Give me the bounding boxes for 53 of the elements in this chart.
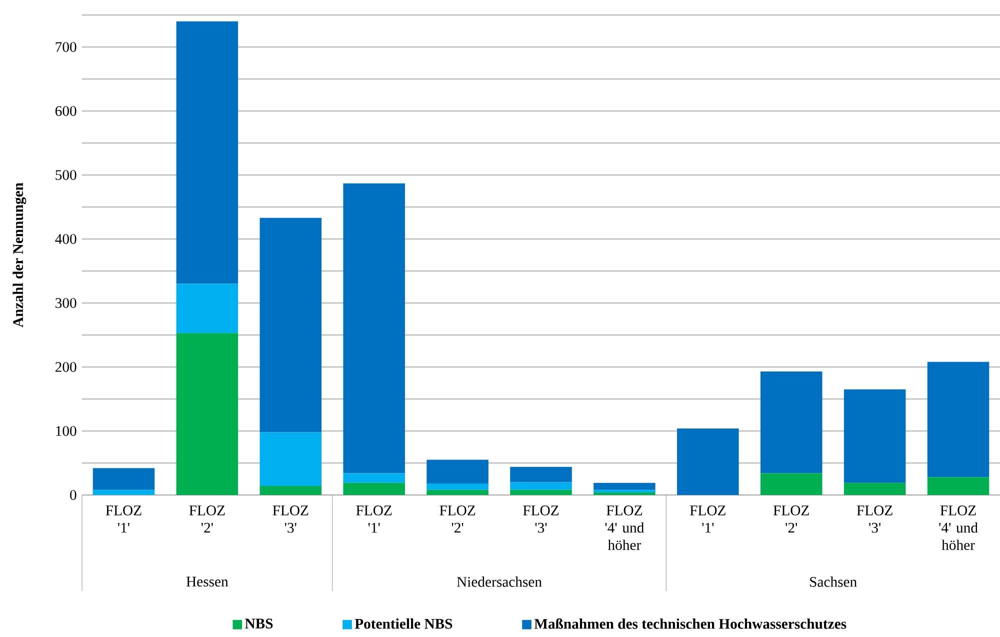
x-tick-label: FLOZ '1' (356, 506, 392, 533)
bar (343, 482, 405, 495)
x-tick-label: FLOZ '4' und höher (605, 506, 644, 550)
bar (510, 490, 572, 495)
bar (426, 483, 488, 490)
bar (760, 371, 822, 474)
y-tick-label: 600 (55, 106, 76, 116)
bar (927, 477, 990, 495)
x-tick-label: FLOZ '3' (272, 506, 308, 533)
bar (343, 183, 405, 474)
bar (594, 490, 656, 492)
bar (92, 468, 155, 490)
y-axis-title: Anzahl der Nennungen (12, 182, 26, 328)
legend-label: Potentielle NBS (354, 618, 452, 629)
bar (260, 486, 322, 495)
bar (176, 333, 238, 495)
x-tick-label: FLOZ '2' (440, 506, 476, 533)
bar (260, 432, 322, 486)
y-tick-label: 700 (56, 42, 76, 52)
bar (844, 482, 906, 495)
bar (176, 284, 238, 334)
bar (260, 218, 322, 432)
legend-label: NBS (245, 618, 273, 629)
x-tick-label: FLOZ '3' (523, 506, 559, 533)
y-tick-label: 200 (55, 362, 76, 372)
y-tick-label: 400 (55, 234, 76, 244)
bar (510, 466, 572, 482)
y-tick-label: 0 (70, 490, 76, 500)
text: Hessen (186, 576, 228, 587)
x-tick-label: FLOZ '3' (856, 506, 892, 533)
x-tick-label: FLOZ '1' (106, 506, 142, 533)
bar (510, 482, 572, 490)
x-tick-label: FLOZ '2' (189, 506, 225, 533)
bar (594, 492, 656, 495)
bar (92, 490, 155, 495)
bar (426, 460, 488, 484)
x-tick-label: FLOZ '4' und höher (939, 506, 978, 550)
bar (760, 473, 822, 495)
bar (677, 428, 739, 495)
x-tick-label: FLOZ '2' (773, 506, 809, 533)
text: Sachsen (810, 576, 857, 587)
y-tick-label: 500 (56, 170, 76, 180)
bar (927, 362, 990, 478)
bar (343, 473, 405, 483)
y-tick-label: 100 (56, 426, 76, 436)
bar (176, 21, 238, 284)
bar (594, 482, 656, 490)
y-tick-label: 300 (56, 298, 76, 308)
bar (426, 490, 488, 495)
legend-label: Maßnahmen des technischen Hochwasserschutzes (534, 618, 846, 629)
bar (844, 389, 906, 483)
x-tick-label: FLOZ '1' (690, 506, 726, 533)
text: Niedersachsen (456, 576, 542, 587)
